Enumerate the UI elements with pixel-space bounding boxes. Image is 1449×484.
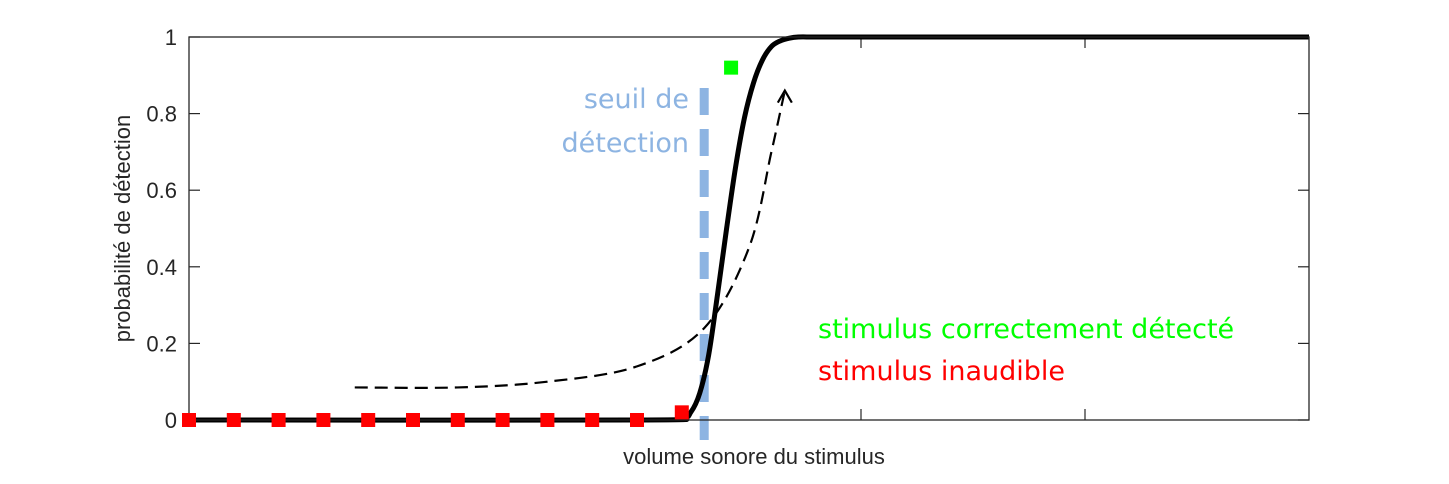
inaudible-point [495, 413, 510, 427]
y-tick-label: 0.4 [146, 255, 177, 280]
inaudible-point [585, 413, 600, 427]
threshold-label-line-1: seuil de [584, 84, 689, 115]
inaudible-point [630, 413, 644, 427]
y-axis-label: probabilité de détection [110, 115, 135, 343]
legend-inaudible: stimulus inaudible [818, 356, 1065, 387]
inaudible-point [406, 413, 420, 427]
y-tick-label: 0.2 [146, 331, 177, 356]
inaudible-point [361, 413, 376, 427]
psychometric-curve [188, 34, 1309, 423]
x-axis-label: volume sonore du stimulus [623, 444, 885, 469]
inaudible-point [540, 413, 555, 427]
arrow-head [776, 88, 793, 104]
trend-arrow [354, 90, 786, 389]
detected-point [724, 60, 739, 75]
data-markers [182, 60, 739, 427]
legend-detected: stimulus correctement détecté [818, 314, 1234, 345]
y-tick-labels: 0 0.2 0.4 0.6 0.8 1 [146, 25, 177, 433]
threshold-label-line-2: détection [561, 128, 689, 159]
plot-frame [188, 36, 1310, 421]
y-tick-label: 0.6 [146, 178, 177, 203]
inaudible-point [450, 413, 465, 427]
inaudible-point [316, 413, 331, 427]
inaudible-point [226, 413, 241, 427]
inaudible-point [674, 405, 689, 420]
y-tick-label: 1 [165, 25, 177, 50]
y-tick-label: 0 [165, 408, 177, 433]
inaudible-point [182, 413, 196, 427]
y-tick-label: 0.8 [146, 102, 177, 127]
inaudible-point [271, 413, 286, 427]
